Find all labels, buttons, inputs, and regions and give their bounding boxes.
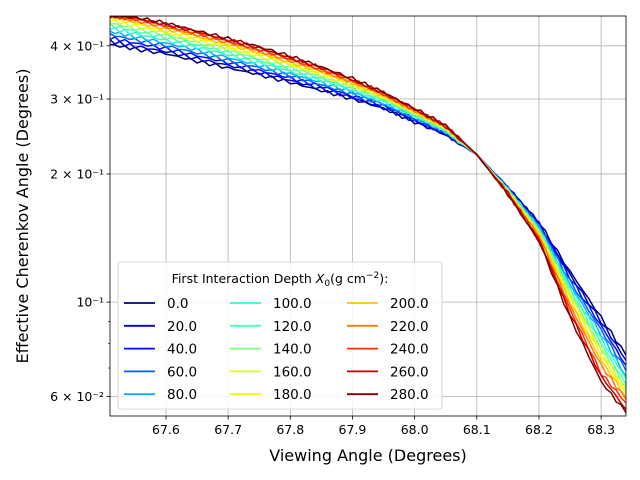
y-tick-label: 6 × 10⁻² bbox=[50, 389, 104, 404]
x-tick-label: 68.0 bbox=[401, 422, 429, 437]
y-tick-label: 4 × 10⁻¹ bbox=[50, 38, 104, 53]
y-tick-label: 10⁻¹ bbox=[76, 295, 104, 310]
y-tick-label: 2 × 10⁻¹ bbox=[50, 166, 104, 181]
legend-label-100.0: 100.0 bbox=[273, 296, 312, 312]
y-axis-label: Effective Cherenkov Angle (Degrees) bbox=[13, 69, 32, 364]
legend-label-280.0: 280.0 bbox=[390, 387, 429, 403]
x-tick-label: 67.7 bbox=[214, 422, 242, 437]
legend-label-120.0: 120.0 bbox=[273, 319, 312, 335]
legend-label-40.0: 40.0 bbox=[167, 342, 197, 358]
x-tick-label: 67.6 bbox=[152, 422, 180, 437]
legend-label-240.0: 240.0 bbox=[390, 342, 429, 358]
series-line-120.0 bbox=[110, 22, 626, 385]
legend-label-180.0: 180.0 bbox=[273, 387, 312, 403]
legend-label-20.0: 20.0 bbox=[167, 319, 197, 335]
legend-label-160.0: 160.0 bbox=[273, 364, 312, 380]
y-tick-label: 3 × 10⁻¹ bbox=[50, 91, 104, 106]
legend: First Interaction Depth X0(g cm−2): 0.0 20… bbox=[117, 261, 443, 410]
x-tick-label: 67.8 bbox=[276, 422, 304, 437]
legend-label-0.0: 0.0 bbox=[167, 296, 188, 312]
legend-label-140.0: 140.0 bbox=[273, 342, 312, 358]
x-axis-label: Viewing Angle (Degrees) bbox=[269, 446, 466, 465]
x-tick-label: 67.9 bbox=[339, 422, 367, 437]
legend-label-200.0: 200.0 bbox=[390, 296, 429, 312]
axes: 67.6 67.7 67.8 67.9 68.0 68.1 68.2 68.3 6 × 10⁻²… bbox=[50, 15, 627, 437]
legend-label-60.0: 60.0 bbox=[167, 364, 197, 380]
series-line-60.0 bbox=[110, 32, 626, 372]
x-tick-label: 68.1 bbox=[463, 422, 491, 437]
series-line-180.0 bbox=[110, 16, 626, 394]
series-lines bbox=[110, 16, 626, 413]
x-tick-label: 68.3 bbox=[587, 422, 615, 437]
legend-label-260.0: 260.0 bbox=[390, 364, 429, 380]
legend-label-220.0: 220.0 bbox=[390, 319, 429, 335]
x-tick-label: 68.2 bbox=[525, 422, 553, 437]
series-line-280.0 bbox=[111, 16, 626, 413]
legend-label-80.0: 80.0 bbox=[167, 387, 197, 403]
plot-frame bbox=[109, 15, 627, 417]
legend-title: First Interaction Depth X0(g cm−2): bbox=[172, 271, 389, 289]
